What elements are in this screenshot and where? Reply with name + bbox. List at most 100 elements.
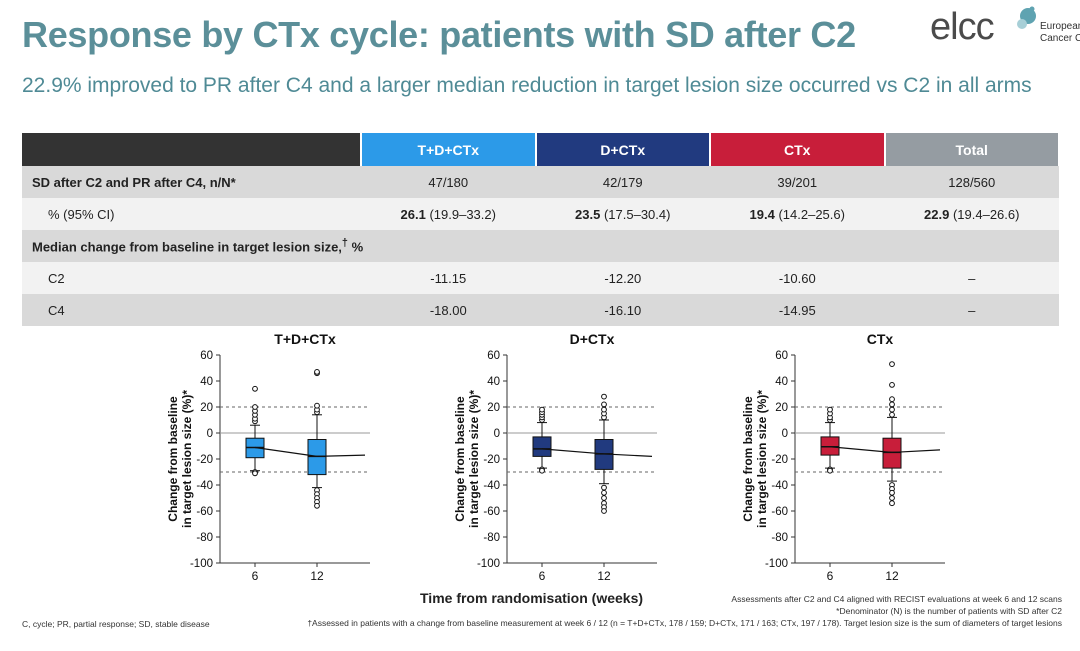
boxplot-svg: CTx Change from baseline in target lesion …	[741, 331, 945, 583]
y-axis-label: in target lesion size (%)*	[467, 390, 481, 528]
y-tick-label: -20	[483, 454, 500, 466]
table-row: % (95% CI) 26.1 (19.9–33.2) 23.5 (17.5–3…	[22, 198, 1059, 230]
outlier-point	[252, 404, 258, 410]
y-tick-label: 60	[200, 350, 213, 362]
y-tick-label: -60	[196, 506, 213, 518]
outlier-point	[889, 382, 895, 388]
y-tick-label: 40	[487, 376, 500, 388]
outlier-point	[601, 484, 607, 491]
y-axis-label-group: Change from baseline in target lesion siz…	[166, 390, 194, 528]
footnote-denominator: *Denominator (N) is the number of patien…	[836, 606, 1062, 616]
cell: 42/179	[535, 166, 710, 198]
table-row: C2 -11.15 -12.20 -10.60 –	[22, 262, 1059, 294]
outlier-point	[314, 402, 320, 409]
x-tick-label: 12	[597, 569, 611, 583]
y-tick-label: 40	[200, 376, 213, 388]
x-tick-label: 12	[310, 569, 324, 583]
outlier-point	[314, 502, 320, 509]
row-label: C2	[22, 262, 361, 294]
y-tick-label: -60	[483, 506, 500, 518]
cell: 39/201	[710, 166, 885, 198]
y-tick-label: 20	[200, 402, 213, 414]
y-tick-label: 0	[207, 428, 213, 440]
y-tick-label: -40	[483, 480, 500, 492]
cell: 19.4 (14.2–25.6)	[710, 198, 885, 230]
outlier-point	[889, 489, 895, 496]
footnote-assessments: Assessments after C2 and C4 aligned with…	[731, 594, 1062, 604]
row-label: % (95% CI)	[22, 198, 361, 230]
cell: –	[884, 294, 1059, 326]
y-axis-label: Change from baseline	[741, 396, 755, 522]
section-label: Median change from baseline in target le…	[22, 230, 1059, 262]
x-tick-label: 6	[539, 569, 546, 583]
results-table: T+D+CTx D+CTx CTx Total SD after C2 and …	[22, 133, 1060, 326]
cell: 22.9 (19.4–26.6)	[884, 198, 1059, 230]
outlier-point	[827, 467, 833, 474]
pct-value: 22.9	[924, 206, 950, 222]
y-tick-label: -100	[190, 558, 213, 570]
y-tick-label: 40	[775, 376, 788, 388]
y-tick-label: -20	[196, 454, 213, 466]
row-label: SD after C2 and PR after C4, n/N*	[22, 166, 361, 198]
y-axis-label: Change from baseline	[166, 396, 180, 522]
logo-org-name: European Cancer Co	[1040, 21, 1080, 45]
footnote-abbrev: C, cycle; PR, partial response; SD, stab…	[22, 619, 210, 629]
logo-swirl-icon	[1017, 6, 1036, 29]
y-tick-label: -20	[771, 454, 788, 466]
outlier-point	[889, 500, 895, 507]
median-trend-line	[254, 446, 366, 458]
x-tick-label: 6	[827, 569, 834, 583]
y-tick-label: -80	[196, 532, 213, 544]
outlier-point	[827, 406, 833, 413]
logo-wordmark: elcc	[930, 6, 995, 48]
header-tdctx: T+D+CTx	[361, 133, 537, 166]
cell: -10.60	[710, 262, 885, 294]
outlier-point	[252, 470, 258, 477]
y-axis-label: Change from baseline	[453, 396, 467, 522]
boxplot-svg: D+CTx Change from baseline in target lesio…	[453, 331, 657, 583]
elcc-logo: elcc European Cancer Co	[930, 6, 1080, 56]
y-axis-label-group: Change from baseline in target lesion siz…	[741, 390, 769, 528]
logo-org-line1: European	[1040, 21, 1080, 32]
section-unit: %	[347, 239, 364, 255]
outlier-point	[889, 495, 895, 501]
outlier-point	[889, 396, 895, 403]
median-trend-line	[541, 448, 653, 457]
outlier-point	[889, 401, 895, 408]
cell: 23.5 (17.5–30.4)	[535, 198, 710, 230]
x-tick-label: 12	[885, 569, 899, 583]
ci-value: (19.9–33.2)	[425, 206, 496, 222]
table-row: SD after C2 and PR after C4, n/N* 47/180…	[22, 166, 1059, 198]
outlier-point	[601, 393, 607, 400]
box	[820, 436, 840, 456]
boxplot-svg: T+D+CTx Change from baseline in target les…	[166, 331, 370, 583]
y-tick-label: 20	[487, 402, 500, 414]
header-blank	[22, 133, 362, 166]
y-axis-label: in target lesion size (%)*	[755, 390, 769, 528]
outlier-point	[601, 489, 607, 496]
logo-org-line2: Cancer Co	[1040, 33, 1080, 44]
header-total: Total	[884, 133, 1060, 166]
y-tick-label: 0	[494, 428, 500, 440]
box	[532, 436, 552, 457]
outlier-point	[601, 495, 607, 501]
slide-title: Response by CTx cycle: patients with SD …	[22, 14, 856, 55]
y-tick-label: -40	[196, 480, 213, 492]
cell: 47/180	[361, 166, 536, 198]
boxplot-chart-3: CTx Change from baseline in target lesion …	[700, 325, 980, 590]
cell: -11.15	[361, 262, 536, 294]
slide-subtitle: 22.9% improved to PR after C4 and a larg…	[22, 74, 1032, 97]
y-tick-label: -80	[771, 532, 788, 544]
chart-title: D+CTx	[570, 331, 615, 347]
x-axis-title: Time from randomisation (weeks)	[420, 590, 644, 606]
section-label-text: Median change from baseline in target le…	[32, 239, 342, 255]
y-tick-label: 20	[775, 402, 788, 414]
cell: -18.00	[361, 294, 536, 326]
outlier-point	[601, 508, 607, 514]
header-ctx: CTx	[710, 133, 886, 166]
outlier-point	[889, 411, 895, 418]
outlier-point	[601, 401, 607, 408]
outlier-point	[889, 361, 895, 367]
y-axis-label-group: Change from baseline in target lesion siz…	[453, 390, 481, 528]
outlier-point	[539, 406, 545, 413]
